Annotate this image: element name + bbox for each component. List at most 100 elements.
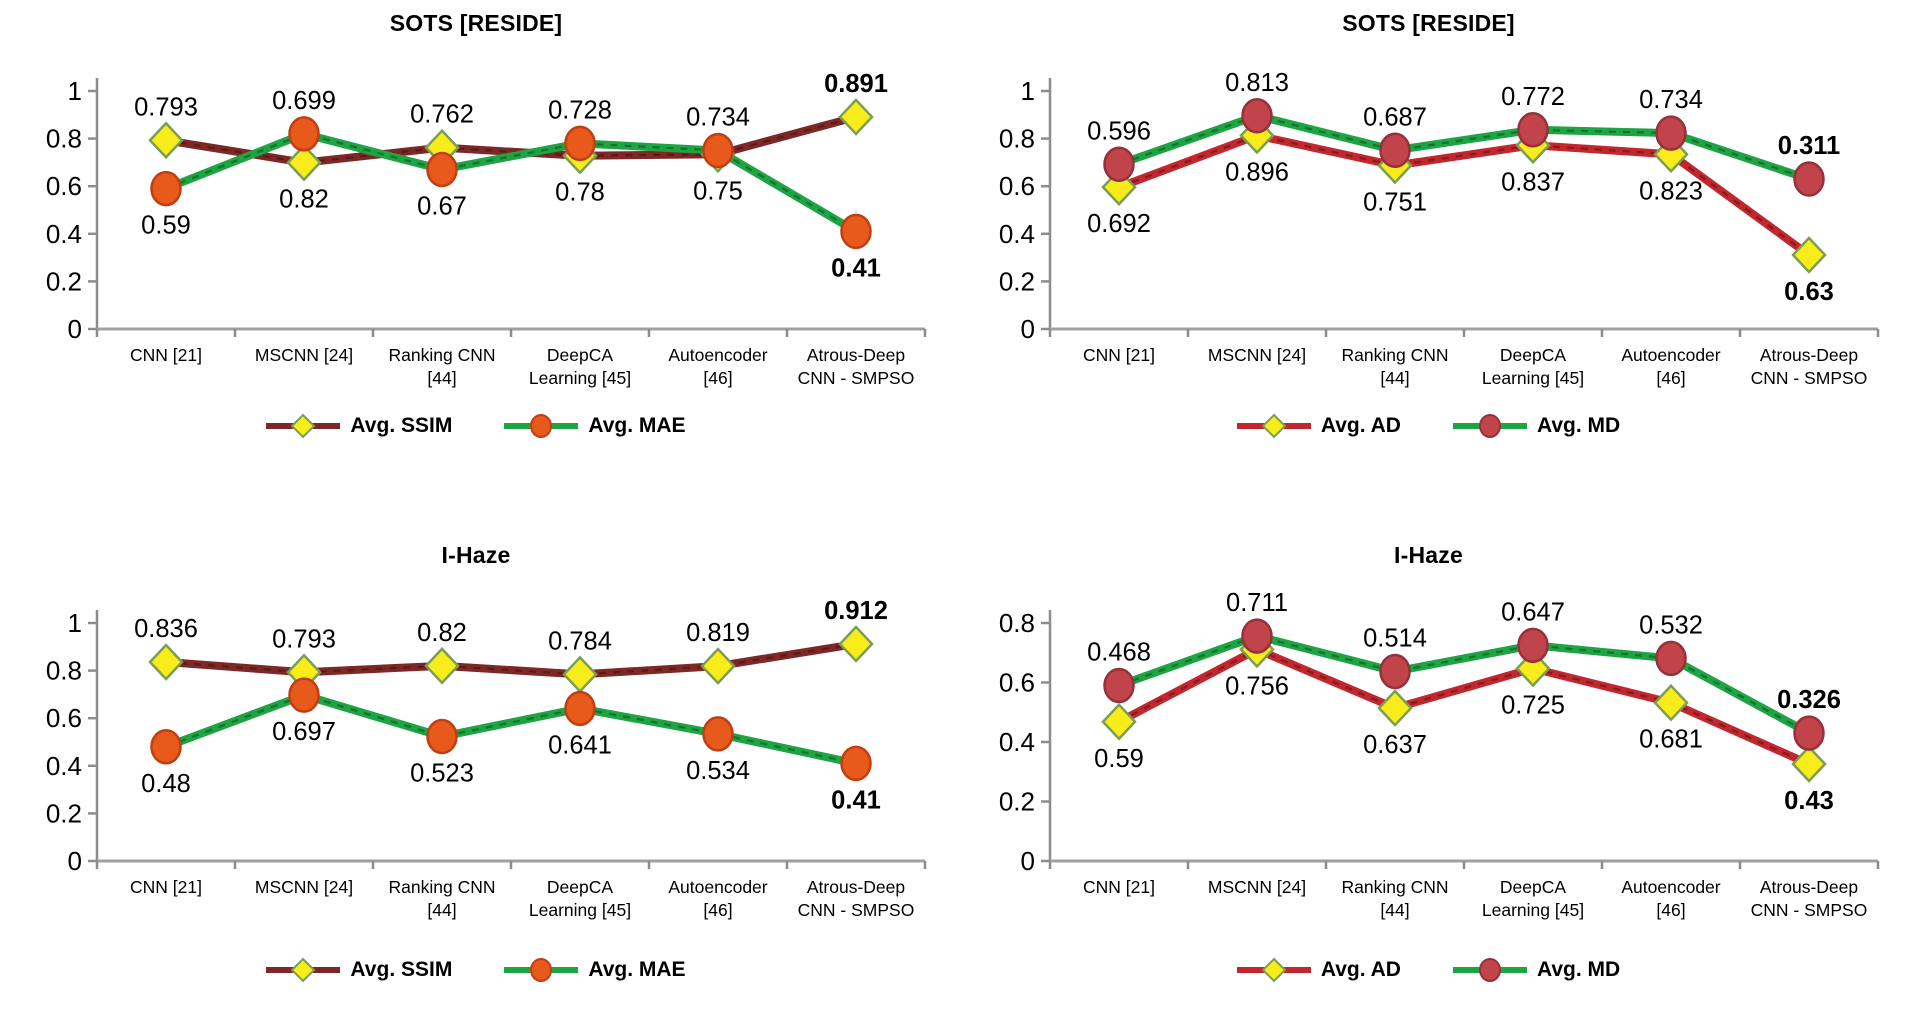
svg-text:0.837: 0.837 (1501, 168, 1565, 196)
svg-text:[44]: [44] (427, 368, 456, 388)
svg-text:1: 1 (68, 608, 82, 638)
legend-circle-swatch (1452, 414, 1527, 438)
svg-text:0.756: 0.756 (1225, 672, 1289, 700)
svg-text:[46]: [46] (1656, 900, 1685, 920)
chart-legend: Avg. AD Avg. MD (1236, 957, 1621, 983)
legend-diamond-swatch (266, 957, 341, 983)
legend-item-avg-md: Avg. MD (1452, 957, 1621, 983)
svg-text:Atrous-Deep: Atrous-Deep (1759, 877, 1857, 897)
legend-circle-swatch (1452, 958, 1527, 982)
svg-text:CNN - SMPSO: CNN - SMPSO (798, 368, 915, 388)
legend-item-avg-mae: Avg. MAE (504, 957, 686, 983)
svg-text:Ranking CNN: Ranking CNN (1341, 877, 1448, 897)
svg-text:Ranking CNN: Ranking CNN (389, 345, 496, 365)
svg-text:0.8: 0.8 (998, 124, 1034, 154)
svg-text:0.67: 0.67 (417, 193, 467, 221)
legend-item-avg-ad: Avg. AD (1236, 957, 1401, 983)
svg-text:1: 1 (68, 76, 82, 106)
line-chart-ihaze-ssim-mae: 0 0.2 0.4 0.6 0.8 1 0.836 0.48 0.793 0.697 0.82 0.5… (46, 597, 927, 920)
svg-text:MSCNN [24]: MSCNN [24] (255, 345, 353, 365)
svg-text:[44]: [44] (1380, 900, 1409, 920)
svg-text:0.637: 0.637 (1363, 731, 1427, 759)
svg-text:0.697: 0.697 (272, 718, 336, 746)
svg-text:0: 0 (68, 846, 82, 876)
svg-text:0.8: 0.8 (46, 124, 82, 154)
svg-text:Ranking CNN: Ranking CNN (389, 877, 496, 897)
svg-text:0.692: 0.692 (1087, 210, 1151, 238)
svg-text:Ranking CNN: Ranking CNN (1341, 345, 1448, 365)
line-chart-sots-ad-md: 0 0.2 0.4 0.6 0.8 1 0.596 0.692 0.813 0.896 0.687 0… (998, 69, 1879, 388)
panel-sots-reside-ad-md: SOTS [RESIDE] 0 0.2 0.4 0.6 0.8 1 0.596 0.692 0.… (952, 0, 1905, 478)
svg-text:CNN [21]: CNN [21] (1083, 877, 1155, 897)
svg-text:CNN - SMPSO: CNN - SMPSO (798, 900, 915, 920)
svg-text:0.523: 0.523 (410, 760, 474, 788)
svg-text:CNN [21]: CNN [21] (130, 345, 202, 365)
svg-text:0.734: 0.734 (1639, 86, 1703, 114)
svg-text:Autoencoder: Autoencoder (1621, 345, 1720, 365)
svg-text:CNN [21]: CNN [21] (1083, 345, 1155, 365)
svg-text:[46]: [46] (703, 900, 732, 920)
svg-text:0.4: 0.4 (998, 727, 1034, 757)
svg-text:0.711: 0.711 (1226, 589, 1288, 617)
svg-text:[44]: [44] (427, 900, 456, 920)
svg-text:0.687: 0.687 (1363, 103, 1427, 131)
chart-title: I-Haze (441, 542, 511, 568)
svg-text:0.48: 0.48 (141, 770, 191, 798)
legend-item-avg-ssim: Avg. SSIM (266, 413, 452, 439)
legend-item-avg-ssim: Avg. SSIM (266, 957, 452, 983)
legend-diamond-swatch (1236, 413, 1311, 439)
svg-text:0.6: 0.6 (998, 668, 1034, 698)
chart-title: SOTS [RESIDE] (389, 10, 563, 36)
legend-label: Avg. AD (1320, 958, 1401, 981)
svg-text:0.41: 0.41 (831, 254, 881, 282)
svg-text:0.728: 0.728 (548, 96, 612, 124)
chart-title: I-Haze (1394, 542, 1463, 568)
svg-text:0.532: 0.532 (1639, 611, 1703, 639)
svg-text:Learning [45]: Learning [45] (529, 900, 631, 920)
legend-item-avg-ad: Avg. AD (1236, 413, 1401, 439)
svg-text:0.468: 0.468 (1087, 638, 1151, 666)
svg-text:0.819: 0.819 (686, 619, 750, 647)
svg-text:0.8: 0.8 (998, 608, 1034, 638)
svg-text:0.641: 0.641 (548, 731, 612, 759)
svg-text:DeepCA: DeepCA (1499, 877, 1565, 897)
svg-text:0.59: 0.59 (141, 212, 191, 240)
svg-text:0.514: 0.514 (1363, 624, 1427, 652)
svg-text:Atrous-Deep: Atrous-Deep (807, 345, 905, 365)
svg-text:0.534: 0.534 (686, 757, 750, 785)
svg-text:0: 0 (68, 314, 82, 344)
svg-text:0.78: 0.78 (555, 179, 605, 207)
svg-text:MSCNN [24]: MSCNN [24] (1207, 877, 1305, 897)
svg-text:0.813: 0.813 (1225, 69, 1289, 97)
svg-text:0.63: 0.63 (1784, 278, 1834, 306)
svg-text:0.82: 0.82 (279, 186, 329, 214)
svg-text:0.326: 0.326 (1777, 686, 1841, 714)
legend-label: Avg. SSIM (350, 414, 453, 437)
legend-label: Avg. MD (1536, 958, 1621, 981)
svg-text:0.6: 0.6 (46, 171, 82, 201)
svg-text:CNN - SMPSO: CNN - SMPSO (1750, 900, 1867, 920)
legend-circle-swatch (504, 414, 579, 438)
svg-text:0.8: 0.8 (46, 656, 82, 686)
chart-legend: Avg. AD Avg. MD (1236, 413, 1620, 439)
svg-text:1: 1 (1020, 76, 1034, 106)
svg-text:0.311: 0.311 (1777, 132, 1839, 160)
svg-text:0.734: 0.734 (686, 104, 750, 132)
legend-label: Avg. SSIM (350, 958, 453, 981)
svg-text:0.4: 0.4 (46, 751, 82, 781)
svg-text:Atrous-Deep: Atrous-Deep (807, 877, 905, 897)
svg-text:Autoencoder: Autoencoder (668, 877, 767, 897)
svg-text:Learning [45]: Learning [45] (529, 368, 631, 388)
panel-ihaze-ad-md: I-Haze 0 0.2 0.4 0.6 0.8 0.468 0.59 0.711 0.756 0… (952, 478, 1905, 1029)
svg-text:0.59: 0.59 (1094, 745, 1144, 773)
legend-circle-swatch (504, 958, 579, 982)
legend-label: Avg. AD (1320, 414, 1401, 437)
svg-text:0.751: 0.751 (1363, 188, 1427, 216)
legend-label: Avg. MAE (588, 414, 686, 437)
svg-text:[46]: [46] (1656, 368, 1685, 388)
svg-text:MSCNN [24]: MSCNN [24] (1207, 345, 1305, 365)
svg-text:DeepCA: DeepCA (547, 345, 613, 365)
chart-title: SOTS [RESIDE] (1342, 10, 1515, 36)
svg-text:0.762: 0.762 (410, 101, 474, 129)
legend-diamond-swatch (1236, 957, 1311, 983)
